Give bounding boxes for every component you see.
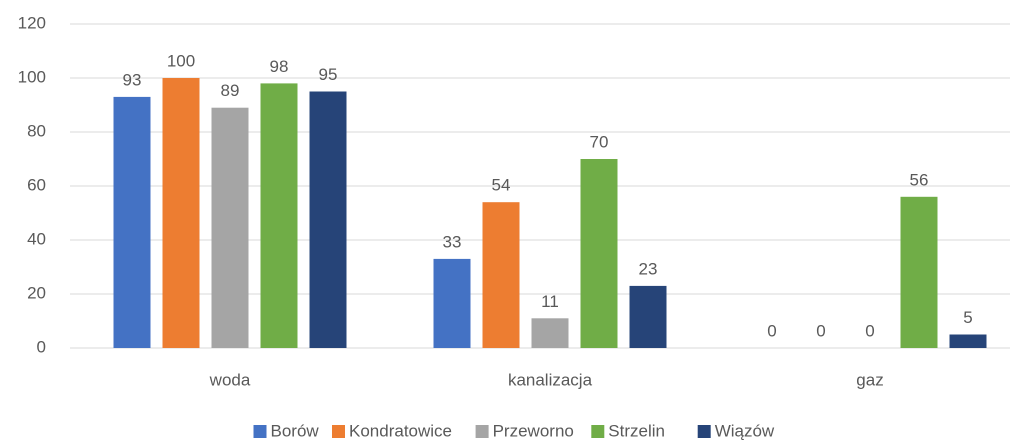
bar [309,91,347,348]
value-label: 33 [443,232,462,251]
value-label: 11 [541,292,559,311]
value-label: 23 [639,259,658,278]
bar [482,202,520,348]
legend-swatch [475,425,489,438]
legend-swatch [253,425,267,438]
x-tick-label: gaz [856,370,883,389]
y-tick-label: 60 [27,175,46,194]
x-tick-label: woda [209,370,251,389]
value-label: 70 [590,132,609,151]
legend-swatch [591,425,605,438]
value-label: 56 [910,170,929,189]
bar [260,83,298,349]
y-tick-label: 120 [18,13,46,32]
value-label: 95 [319,65,338,84]
legend-swatch [697,425,711,438]
legend-label: Przeworno [493,421,574,440]
y-tick-label: 40 [27,229,46,248]
bar [580,159,618,348]
bar [113,96,151,349]
bar [531,318,569,348]
legend-label: Wiązów [715,421,775,440]
value-label: 100 [167,51,195,70]
value-label: 5 [963,308,972,327]
bar [900,196,938,348]
value-label: 89 [221,81,240,100]
value-label: 93 [123,70,142,89]
y-tick-label: 0 [37,337,46,356]
value-label: 98 [270,57,289,76]
y-tick-label: 20 [27,283,46,302]
y-tick-label: 100 [18,67,46,86]
value-label: 0 [767,321,776,340]
value-label: 54 [492,176,511,195]
x-tick-label: kanalizacja [508,370,593,389]
legend-label: Kondratowice [349,421,452,440]
bar [629,285,667,348]
bar [162,78,200,348]
legend-swatch [332,425,345,438]
bar [211,107,249,348]
value-label: 0 [816,321,825,340]
bar [949,334,987,348]
value-label: 0 [865,321,874,340]
legend-label: Borów [271,421,320,440]
legend-label: Strzelin [608,421,665,440]
y-tick-label: 80 [27,121,46,140]
bar [433,258,471,348]
